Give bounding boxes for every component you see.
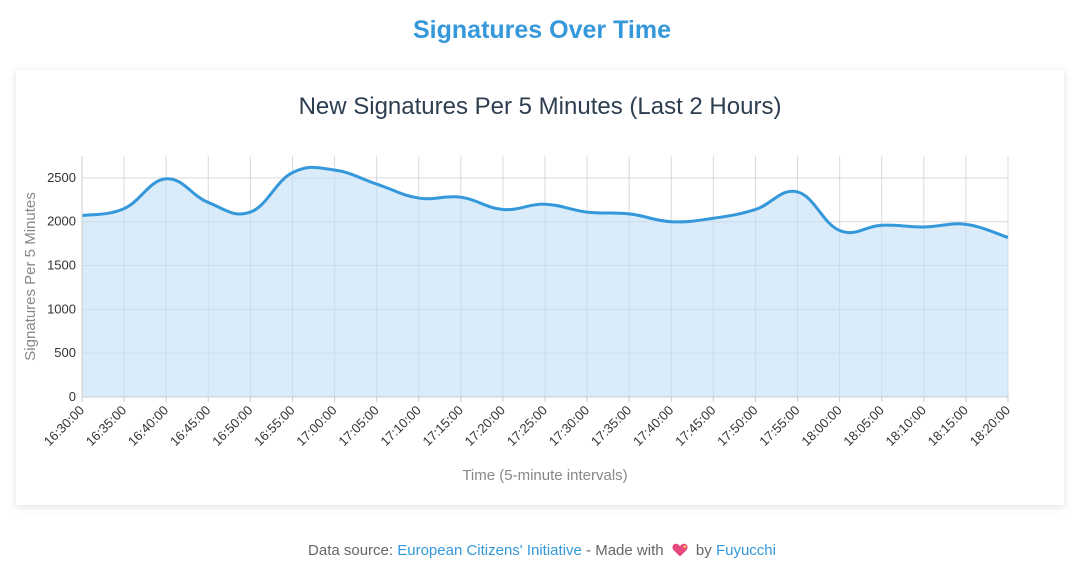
signatures-chart: New Signatures Per 5 Minutes (Last 2 Hou… xyxy=(22,93,1013,484)
footer-middle: - Made with xyxy=(586,542,664,559)
chart-card: New Signatures Per 5 Minutes (Last 2 Hou… xyxy=(16,70,1064,505)
y-tick-label: 0 xyxy=(69,389,76,404)
x-axis-label: Time (5-minute intervals) xyxy=(462,467,627,484)
x-tick-label: 18:00:00 xyxy=(798,403,844,449)
x-tick-label: 18:10:00 xyxy=(883,403,929,449)
x-tick-label: 17:30:00 xyxy=(546,403,592,449)
x-tick-label: 16:55:00 xyxy=(251,403,297,449)
y-tick-label: 2500 xyxy=(47,170,76,185)
y-tick-label: 1500 xyxy=(47,258,76,273)
author-link[interactable]: Fuyucchi xyxy=(715,542,776,559)
x-tick-label: 16:30:00 xyxy=(41,403,87,449)
x-tick-label: 17:20:00 xyxy=(462,403,508,449)
x-tick-label: 17:45:00 xyxy=(672,403,718,449)
page-title: Signatures Over Time xyxy=(413,16,671,44)
y-tick-label: 2000 xyxy=(47,214,76,229)
footer: Data source: European Citizens' Initiati… xyxy=(0,542,1084,559)
y-tick-label: 1000 xyxy=(47,301,76,316)
x-tick-label: 17:00:00 xyxy=(293,403,339,449)
x-tick-label: 17:15:00 xyxy=(420,403,466,449)
x-tick-label: 18:05:00 xyxy=(840,403,886,449)
heart-icon xyxy=(672,543,688,557)
x-tick-label: 16:40:00 xyxy=(125,403,171,449)
x-tick-label: 17:40:00 xyxy=(630,403,676,449)
area-fill xyxy=(82,167,1008,397)
series-area xyxy=(81,156,1009,398)
x-tick-label: 17:25:00 xyxy=(504,403,550,449)
y-tick-label: 500 xyxy=(54,345,76,360)
x-tick-label: 18:15:00 xyxy=(925,403,971,449)
y-axis-ticks: 0 500 1000 1500 2000 2500 xyxy=(47,170,76,404)
y-axis-label: Signatures Per 5 Minutes xyxy=(22,192,39,360)
x-tick-label: 17:35:00 xyxy=(588,403,634,449)
footer-by: by xyxy=(695,542,712,559)
x-tick-label: 18:20:00 xyxy=(967,403,1013,449)
x-tick-label: 17:10:00 xyxy=(377,403,423,449)
x-tick-label: 16:50:00 xyxy=(209,403,255,449)
x-axis-ticks: 16:30:0016:35:0016:40:0016:45:0016:50:00… xyxy=(41,397,1013,449)
x-tick-label: 17:05:00 xyxy=(335,403,381,449)
chart-title: New Signatures Per 5 Minutes (Last 2 Hou… xyxy=(299,93,782,120)
footer-prefix: Data source: xyxy=(308,542,394,559)
series-line xyxy=(81,165,1009,239)
x-tick-label: 17:55:00 xyxy=(756,403,802,449)
x-tick-label: 16:45:00 xyxy=(167,403,213,449)
x-tick-label: 16:35:00 xyxy=(83,403,129,449)
source-link[interactable]: European Citizens' Initiative xyxy=(397,542,582,559)
x-tick-label: 17:50:00 xyxy=(714,403,760,449)
